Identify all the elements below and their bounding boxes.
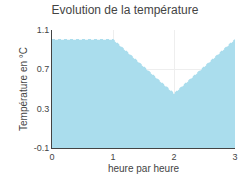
svg-text:3: 3: [232, 152, 237, 162]
svg-text:0.3: 0.3: [37, 104, 50, 114]
svg-text:-0.1: -0.1: [34, 143, 50, 153]
svg-text:Evolution de la température: Evolution de la température: [52, 3, 199, 17]
svg-text:1.1: 1.1: [37, 25, 50, 35]
svg-text:0: 0: [49, 152, 54, 162]
svg-text:Température en °C: Température en °C: [18, 47, 29, 131]
svg-text:heure par heure: heure par heure: [108, 163, 180, 174]
svg-text:1: 1: [110, 152, 115, 162]
svg-text:0.7: 0.7: [37, 64, 50, 74]
svg-text:2: 2: [171, 152, 176, 162]
